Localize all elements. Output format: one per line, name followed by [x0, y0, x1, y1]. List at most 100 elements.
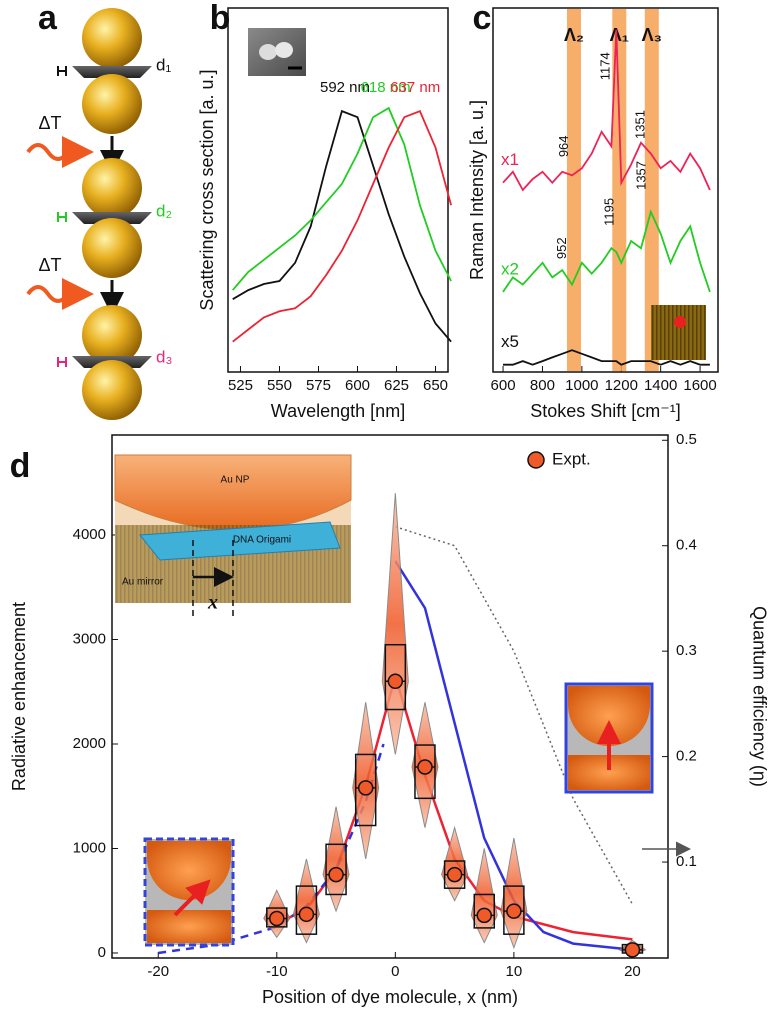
median-point — [624, 942, 641, 958]
plot-frame — [492, 7, 719, 373]
x-axis-label: Stokes Shift [cm⁻¹] — [530, 401, 681, 421]
gold-sphere — [82, 218, 142, 278]
x-tick-label: -10 — [266, 963, 288, 980]
peak-label: 618 nm — [361, 79, 411, 96]
heat-arrow — [26, 278, 94, 310]
panel-d: d -20 -10 0 10 20 0 1000 2000 3000 4000 0.1 0.2 0.3 0.… — [9, 431, 770, 1007]
x-tick-label: 0 — [391, 963, 399, 980]
x-axis-label: Wavelength [nm] — [271, 401, 405, 421]
band — [566, 9, 581, 371]
x-tick-label: -20 — [147, 963, 169, 980]
plot-frame — [227, 7, 449, 373]
gold-sphere — [82, 8, 142, 68]
median-point — [328, 866, 344, 883]
gap-mark — [57, 212, 67, 222]
gold-sphere — [82, 74, 142, 134]
violin — [381, 493, 409, 755]
plot-frame — [111, 434, 669, 959]
spectrum — [502, 29, 711, 192]
x-tick-label: 1200 — [605, 377, 638, 394]
violin — [441, 825, 469, 902]
x-tick-label: 1600 — [683, 377, 716, 394]
box — [325, 843, 347, 896]
median-point — [446, 866, 463, 883]
series-label: x1 — [501, 150, 519, 169]
y-tick-label: 3000 — [73, 630, 106, 647]
spectrum — [232, 109, 452, 343]
gold-sphere — [82, 158, 142, 218]
series-label: x5 — [501, 332, 519, 351]
x-tick-label: 10 — [506, 963, 523, 980]
peak-label: 1351 — [632, 110, 647, 139]
band-label: Λ₁ — [610, 25, 629, 45]
median-point — [417, 759, 433, 775]
peak-label: 1195 — [602, 198, 617, 226]
model-line — [394, 560, 633, 952]
box — [266, 907, 288, 928]
spectrum — [503, 349, 710, 366]
y-axis-label: Radiative enhancement — [9, 602, 29, 791]
x-tick-label: 20 — [624, 963, 641, 980]
box — [414, 744, 436, 800]
panel-label: c — [473, 0, 492, 37]
band-label: Λ₃ — [642, 25, 662, 45]
y-tick-label: 2000 — [73, 735, 106, 752]
x-tick-label: 1400 — [644, 377, 677, 394]
raman-inset — [651, 305, 706, 360]
gold-sphere — [82, 305, 142, 365]
inset-label: Au NP — [221, 475, 250, 486]
spectrum — [232, 106, 452, 291]
peak-label: 952 — [554, 237, 569, 259]
median-point — [387, 673, 404, 690]
gap-label: d₂ — [156, 201, 172, 220]
x-tick-label: 600 — [491, 377, 516, 394]
inset-label: DNA Origami — [233, 535, 291, 546]
step-label: ΔT — [38, 113, 61, 133]
y-tick-label: 4000 — [73, 526, 106, 543]
median-point — [298, 906, 315, 923]
x-tick-label: 575 — [306, 377, 331, 394]
x-tick-label: 1000 — [565, 377, 598, 394]
y2-axis-label: Quantum efficiency (η) — [749, 606, 769, 787]
inset-label: Au mirror — [122, 577, 164, 588]
median-point — [506, 903, 522, 919]
median-point — [357, 780, 374, 796]
box — [503, 885, 525, 935]
box — [473, 893, 495, 929]
gap-mark — [57, 66, 67, 76]
x-tick-label: 650 — [423, 377, 448, 394]
y-axis-label: Raman Intensity [a. u.] — [467, 100, 487, 280]
peak-label: 637 nm — [390, 79, 440, 96]
gold-sphere — [82, 360, 142, 420]
band — [644, 9, 659, 371]
y-tick-label: 1000 — [73, 839, 106, 856]
x-tick-label: 600 — [345, 377, 370, 394]
y2-tick-label: 0.5 — [676, 431, 697, 448]
step-label: ΔT — [38, 255, 61, 275]
y2-tick-label: 0.1 — [676, 853, 697, 870]
spectrum — [502, 209, 711, 293]
violin — [322, 806, 350, 913]
panel-label: b — [210, 0, 231, 37]
sem-inset — [248, 28, 306, 76]
legend-label: Expt. — [552, 449, 591, 468]
inset-label: x — [207, 592, 218, 614]
y2-tick-label: 0.3 — [676, 642, 697, 659]
peak-label: 592 nm — [320, 79, 370, 96]
box — [295, 885, 318, 935]
y2-tick-label: 0.2 — [676, 748, 697, 765]
y-axis-label: Scattering cross section [a. u.] — [197, 69, 217, 310]
spectrum — [232, 109, 452, 343]
median-point — [269, 910, 285, 927]
x-tick-label: 550 — [267, 377, 292, 394]
box — [354, 753, 377, 827]
legend-marker — [527, 451, 545, 469]
panel-b: b 525 550 575 600 625 650 Wavelength [nm] Scatte… — [197, 0, 452, 421]
mode-inset — [564, 682, 654, 794]
gap-mark — [57, 357, 67, 367]
gap-label: d₁ — [156, 55, 171, 74]
peak-label: 964 — [556, 135, 571, 157]
gap-label: d₃ — [156, 347, 172, 366]
